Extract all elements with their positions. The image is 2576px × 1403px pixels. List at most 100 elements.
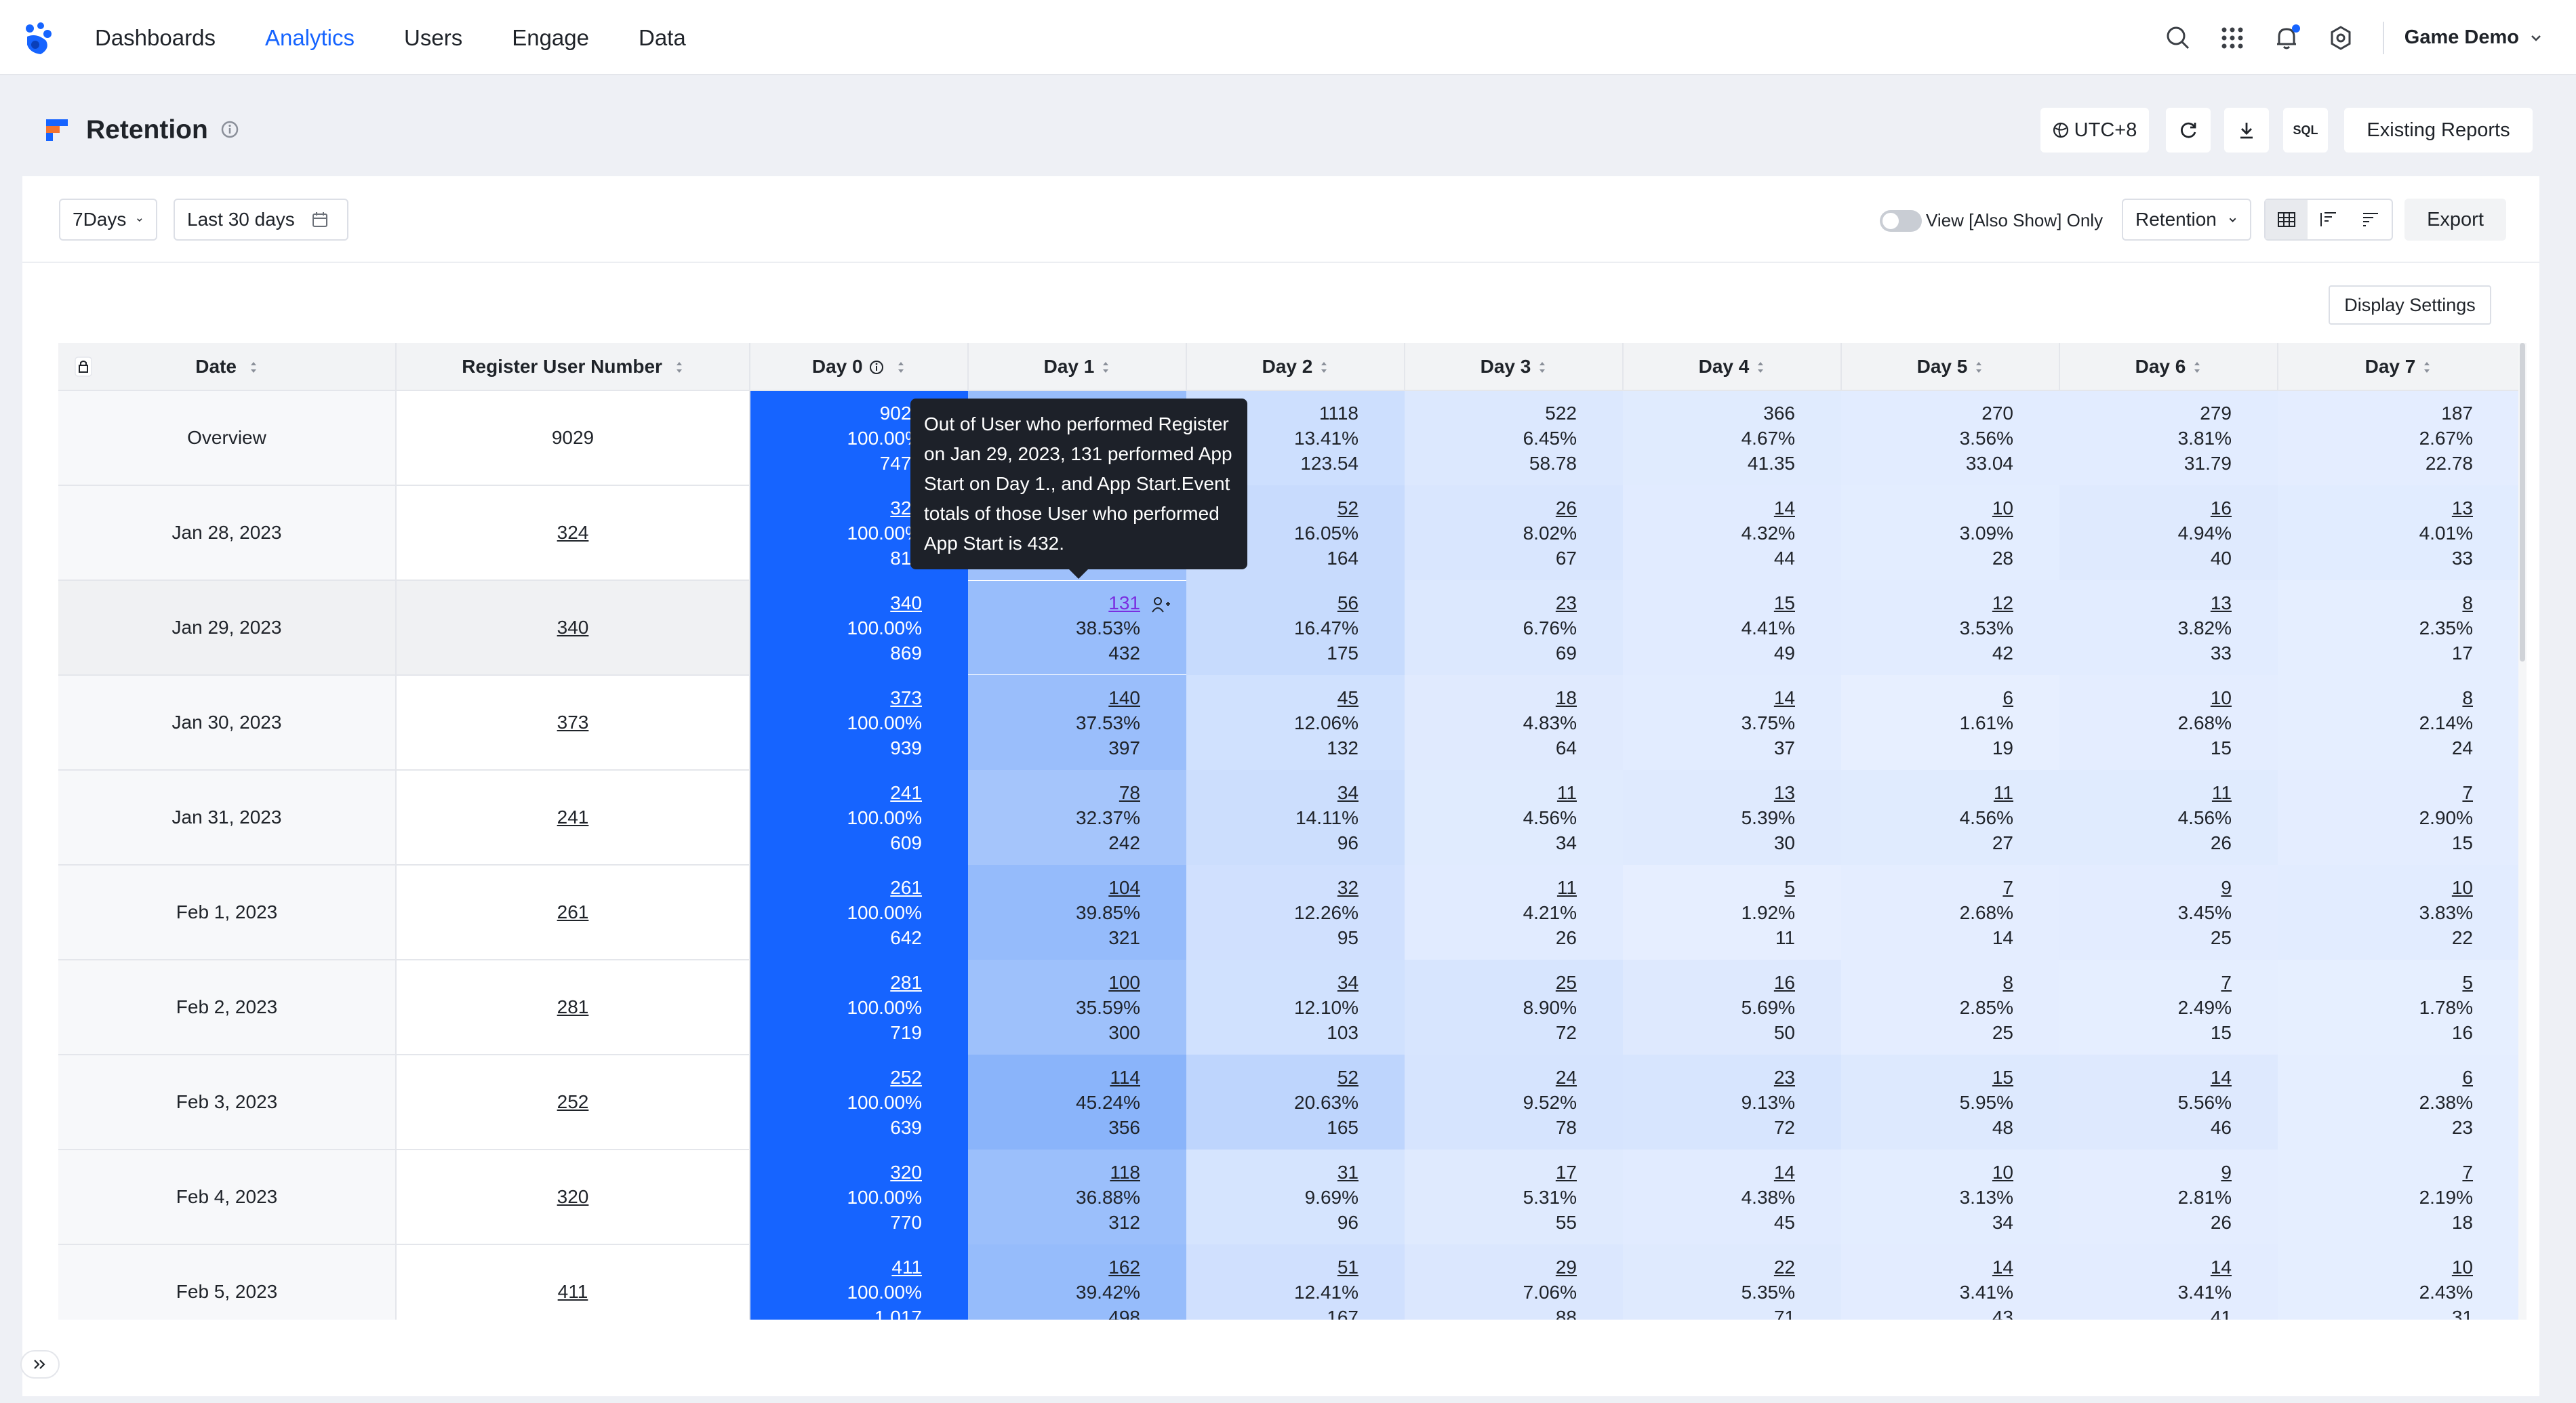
- retention-cell-day-4[interactable]: 14 4.32% 44: [1623, 485, 1841, 580]
- cohort-view-icon[interactable]: [2308, 200, 2350, 239]
- metric-select[interactable]: Retention: [2122, 199, 2251, 241]
- register-count-cell[interactable]: 241: [396, 770, 750, 866]
- retained-users-value[interactable]: 11: [2211, 781, 2232, 803]
- retention-cell-day-0[interactable]: 411 100.00% 1,017: [750, 1244, 968, 1320]
- retention-cell-day-2[interactable]: 45 12.06% 132: [1186, 675, 1405, 770]
- sort-icon[interactable]: [1537, 360, 1547, 375]
- retention-cell-day-5[interactable]: 10 3.13% 34: [1841, 1150, 2059, 1244]
- retention-cell-day-6[interactable]: 9 2.81% 26: [2059, 1150, 2278, 1244]
- retained-users-value[interactable]: 13: [1773, 781, 1795, 803]
- retained-users-value[interactable]: 14: [1773, 1161, 1795, 1183]
- register-count-cell[interactable]: 281: [396, 960, 750, 1055]
- register-count-value[interactable]: 241: [557, 807, 589, 828]
- retained-users-value[interactable]: 31: [1337, 1161, 1359, 1183]
- retained-users-value[interactable]: 23: [1773, 1066, 1795, 1088]
- retention-cell-day-5[interactable]: 270 3.56% 33.04: [1841, 390, 2059, 485]
- register-count-value[interactable]: 281: [557, 996, 589, 1017]
- retained-users-value[interactable]: 100: [1108, 971, 1140, 993]
- retention-cell-day-6[interactable]: 14 3.41% 41: [2059, 1244, 2278, 1320]
- retained-users-value[interactable]: 23: [1555, 592, 1577, 613]
- register-count-cell[interactable]: 320: [396, 1150, 750, 1245]
- retention-cell-day-0[interactable]: 320 100.00% 770: [750, 1150, 968, 1244]
- sort-icon[interactable]: [1974, 360, 1984, 375]
- register-count-value[interactable]: 252: [557, 1091, 589, 1112]
- table-scrollbar[interactable]: [2518, 343, 2527, 1320]
- retained-users-value[interactable]: 10: [2451, 876, 2473, 898]
- retention-cell-day-7[interactable]: 8 2.14% 24: [2278, 675, 2519, 770]
- col-day-7[interactable]: Day 7: [2278, 343, 2519, 391]
- retention-cell-day-7[interactable]: 5 1.78% 16: [2278, 960, 2519, 1055]
- register-count-cell[interactable]: 324: [396, 485, 750, 581]
- register-count-value[interactable]: 324: [557, 522, 589, 543]
- retained-users-value[interactable]: 9: [2221, 1161, 2232, 1183]
- retention-cell-day-7[interactable]: 7 2.19% 18: [2278, 1150, 2519, 1244]
- retained-users-value[interactable]: 18: [1555, 687, 1577, 708]
- retention-cell-day-6[interactable]: 14 5.56% 46: [2059, 1055, 2278, 1150]
- retention-cell-day-5[interactable]: 15 5.95% 48: [1841, 1055, 2059, 1150]
- chart-view-icon[interactable]: [2350, 200, 2392, 239]
- retained-users-value[interactable]: 104: [1108, 876, 1140, 898]
- lock-icon[interactable]: [73, 355, 94, 383]
- retained-users-value[interactable]: 8: [2462, 592, 2473, 613]
- retention-cell-day-1[interactable]: 114 45.24% 356: [968, 1055, 1186, 1150]
- retention-cell-day-0[interactable]: 252 100.00% 639: [750, 1055, 968, 1150]
- retained-users-value[interactable]: 51: [1337, 1256, 1359, 1278]
- retained-users-value[interactable]: 32: [1337, 876, 1359, 898]
- register-count-value[interactable]: 261: [557, 901, 589, 922]
- retention-cell-day-4[interactable]: 366 4.67% 41.35: [1623, 390, 1841, 485]
- retained-users-value[interactable]: 114: [1110, 1066, 1140, 1088]
- retention-cell-day-7[interactable]: 7 2.90% 15: [2278, 770, 2519, 865]
- col-day-5[interactable]: Day 5: [1841, 343, 2060, 391]
- retention-cell-day-0[interactable]: 340 100.00% 869: [750, 580, 968, 675]
- col-day-1[interactable]: Day 1: [968, 343, 1187, 391]
- retained-users-value[interactable]: 14: [1773, 497, 1795, 518]
- retained-users-value[interactable]: 373: [890, 687, 922, 708]
- info-icon[interactable]: [869, 360, 884, 375]
- retained-users-value[interactable]: 25: [1555, 971, 1577, 993]
- retained-users-value[interactable]: 11: [1993, 781, 2013, 803]
- retention-cell-day-1[interactable]: 118 36.88% 312: [968, 1150, 1186, 1244]
- export-button[interactable]: Export: [2404, 199, 2506, 241]
- retention-cell-day-7[interactable]: 13 4.01% 33: [2278, 485, 2519, 580]
- register-count-cell[interactable]: 373: [396, 675, 750, 771]
- retained-users-value[interactable]: 22: [1773, 1256, 1795, 1278]
- retained-users-value[interactable]: 16: [2210, 497, 2232, 518]
- retained-users-value[interactable]: 34: [1337, 781, 1359, 803]
- search-icon[interactable]: [2163, 23, 2193, 53]
- register-count-cell[interactable]: 340: [396, 580, 750, 676]
- retention-cell-day-5[interactable]: 14 3.41% 43: [1841, 1244, 2059, 1320]
- retention-cell-day-7[interactable]: 10 2.43% 31: [2278, 1244, 2519, 1320]
- nav-engage[interactable]: Engage: [512, 24, 589, 50]
- retention-cell-day-6[interactable]: 7 2.49% 15: [2059, 960, 2278, 1055]
- retention-cell-day-7[interactable]: 8 2.35% 17: [2278, 580, 2519, 675]
- retained-users-value[interactable]: 6: [2462, 1066, 2473, 1088]
- date-range-picker[interactable]: Last 30 days: [174, 199, 348, 241]
- col-date[interactable]: Date: [58, 343, 397, 391]
- retention-cell-day-2[interactable]: 31 9.69% 96: [1186, 1150, 1405, 1244]
- display-settings-button[interactable]: Display Settings: [2329, 285, 2491, 325]
- retained-users-value[interactable]: 52: [1337, 497, 1359, 518]
- retained-users-value[interactable]: 9: [2221, 876, 2232, 898]
- retained-users-value[interactable]: 252: [890, 1066, 922, 1088]
- scrollbar-thumb[interactable]: [2520, 343, 2525, 662]
- sql-button[interactable]: SQL: [2283, 108, 2328, 152]
- retained-users-value[interactable]: 14: [2210, 1066, 2232, 1088]
- retention-cell-day-6[interactable]: 13 3.82% 33: [2059, 580, 2278, 675]
- retained-users-value[interactable]: 140: [1108, 687, 1140, 708]
- retention-cell-day-3[interactable]: 29 7.06% 88: [1405, 1244, 1623, 1320]
- register-count-cell[interactable]: 411: [396, 1244, 750, 1320]
- retained-users-value[interactable]: 11: [1556, 876, 1577, 898]
- download-button[interactable]: [2224, 108, 2269, 152]
- nav-dashboards[interactable]: Dashboards: [95, 24, 216, 50]
- apps-grid-icon[interactable]: [2217, 23, 2247, 53]
- retention-cell-day-2[interactable]: 34 12.10% 103: [1186, 960, 1405, 1055]
- retained-users-value[interactable]: 6: [2003, 687, 2013, 708]
- retained-users-value[interactable]: 10: [2210, 687, 2232, 708]
- retention-cell-day-2[interactable]: 34 14.11% 96: [1186, 770, 1405, 865]
- settings-gear-icon[interactable]: [2326, 23, 2356, 53]
- retention-cell-day-3[interactable]: 23 6.76% 69: [1405, 580, 1623, 675]
- retained-users-value[interactable]: 14: [1992, 1256, 2013, 1278]
- retention-cell-day-4[interactable]: 16 5.69% 50: [1623, 960, 1841, 1055]
- retained-users-value[interactable]: 7: [2221, 971, 2232, 993]
- retained-users-value[interactable]: 12: [1992, 592, 2013, 613]
